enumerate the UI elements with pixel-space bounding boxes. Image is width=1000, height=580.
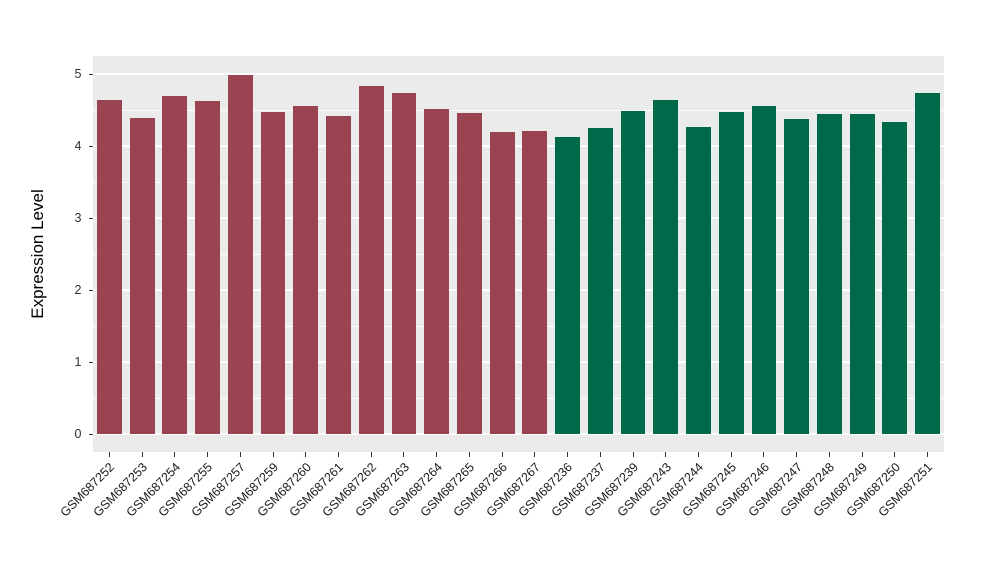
major-gridline (93, 145, 944, 147)
bar-GSM687253 (129, 117, 155, 434)
x-tick-mark (599, 452, 601, 457)
x-tick-mark (501, 452, 503, 457)
major-gridline (93, 289, 944, 291)
bar-GSM687239 (620, 111, 646, 434)
minor-gridline (93, 181, 944, 183)
bar-GSM687266 (489, 131, 515, 434)
x-tick-mark (665, 452, 667, 457)
y-tick-label: 1 (74, 355, 82, 369)
bar-GSM687257 (227, 75, 253, 434)
x-tick-mark (305, 452, 307, 457)
bar-GSM687267 (522, 130, 548, 434)
minor-gridline (93, 325, 944, 327)
bar-GSM687249 (849, 113, 875, 434)
x-tick-mark (436, 452, 438, 457)
bar-GSM687248 (817, 114, 842, 434)
bar-GSM687236 (555, 136, 581, 434)
x-tick-mark (567, 452, 569, 457)
bar-GSM687259 (260, 112, 286, 434)
x-tick-mark (239, 452, 241, 457)
bar-GSM687237 (587, 128, 613, 434)
x-tick-mark (534, 452, 536, 457)
major-gridline (93, 217, 944, 219)
x-tick-mark (141, 452, 143, 457)
y-tick-label: 3 (74, 211, 82, 225)
y-tick-mark (88, 434, 93, 435)
y-tick-mark (88, 74, 93, 75)
bar-GSM687263 (391, 92, 417, 434)
y-tick-mark (88, 218, 93, 219)
bar-GSM687265 (456, 112, 482, 434)
y-tick-label: 2 (74, 283, 82, 297)
y-tick-label: 4 (74, 139, 82, 153)
minor-gridline (93, 253, 944, 255)
minor-gridline (93, 397, 944, 399)
y-tick-mark (88, 146, 93, 147)
bar-GSM687262 (358, 85, 384, 434)
bar-GSM687252 (96, 99, 122, 434)
major-gridline (93, 433, 944, 435)
bar-GSM687251 (915, 93, 941, 434)
x-tick-mark (861, 452, 863, 457)
bar-GSM687260 (293, 105, 319, 434)
x-tick-mark (927, 452, 929, 457)
bar-GSM687243 (653, 99, 679, 434)
x-tick-mark (894, 452, 896, 457)
y-tick-mark (88, 362, 93, 363)
y-axis-title: Expression Level (28, 189, 47, 319)
minor-gridline (93, 109, 944, 111)
major-gridline (93, 361, 944, 363)
x-tick-mark (828, 452, 830, 457)
x-tick-mark (272, 452, 274, 457)
bar-GSM687245 (718, 112, 744, 434)
bar-GSM687250 (882, 121, 908, 434)
x-tick-mark (796, 452, 798, 457)
bar-GSM687264 (424, 108, 450, 434)
y-tick-label: 5 (74, 67, 82, 81)
bar-GSM687255 (195, 100, 220, 434)
y-tick-mark (88, 290, 93, 291)
x-tick-mark (730, 452, 732, 457)
x-tick-mark (174, 452, 176, 457)
x-tick-mark (468, 452, 470, 457)
bar-GSM687246 (751, 105, 777, 434)
x-tick-mark (108, 452, 110, 457)
x-tick-mark (337, 452, 339, 457)
x-tick-mark (698, 452, 700, 457)
x-tick-mark (207, 452, 209, 457)
bar-GSM687247 (784, 118, 810, 434)
bar-GSM687244 (686, 126, 711, 434)
bar-GSM687261 (326, 116, 351, 434)
x-tick-mark (370, 452, 372, 457)
plot-panel (93, 56, 944, 452)
y-tick-label: 0 (74, 427, 82, 441)
x-tick-mark (763, 452, 765, 457)
x-tick-mark (632, 452, 634, 457)
bar-GSM687254 (162, 95, 188, 434)
x-tick-mark (403, 452, 405, 457)
major-gridline (93, 73, 944, 75)
